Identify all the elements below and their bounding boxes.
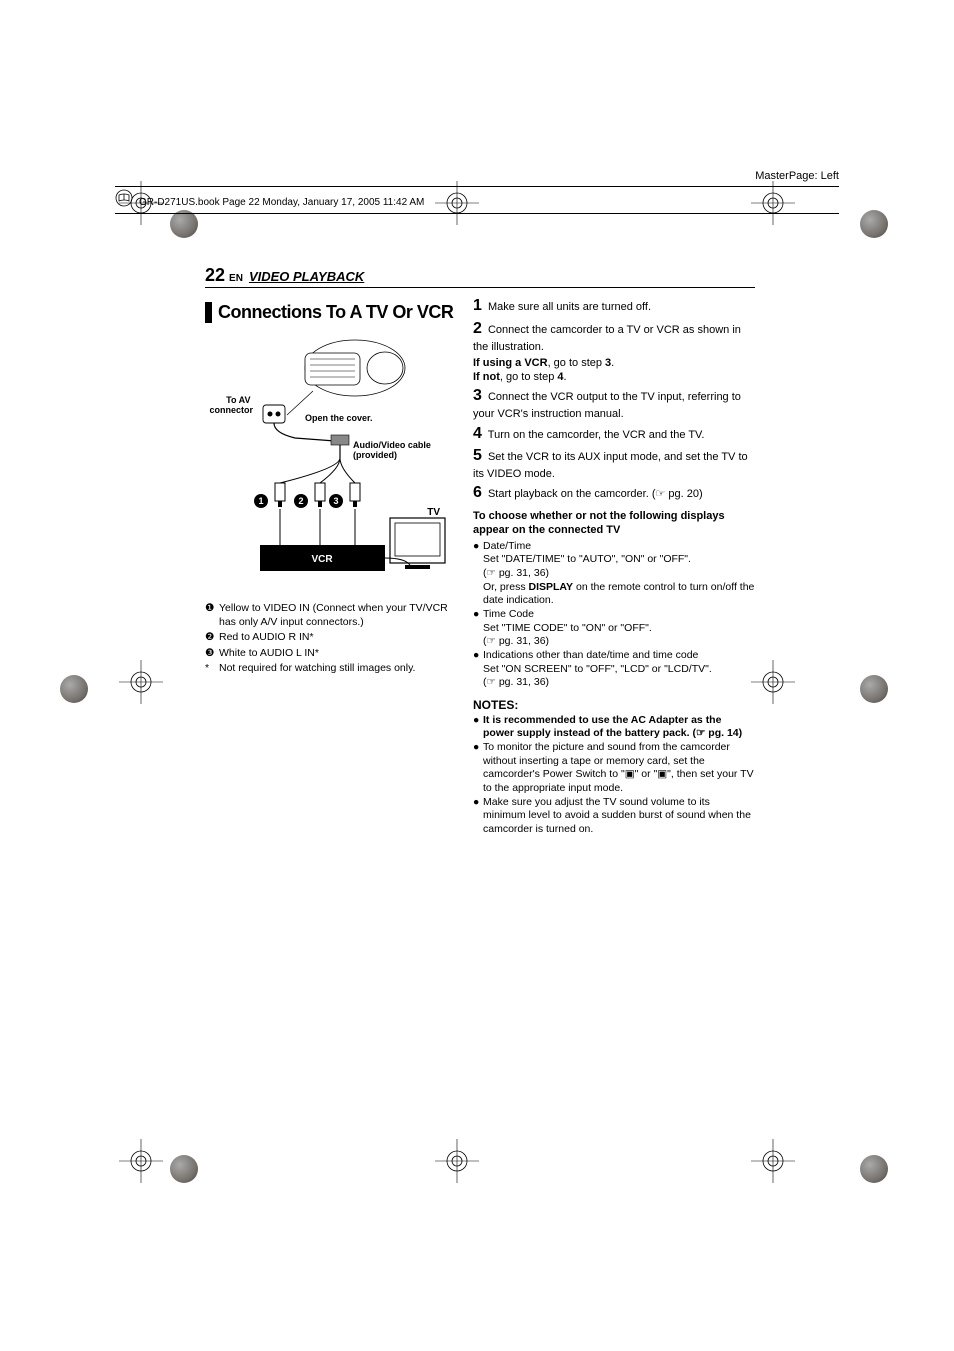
bullet-item: ●Date/Time [473,540,755,554]
svg-text:3: 3 [333,496,338,506]
bullet-line: (☞ pg. 31, 36) [473,567,755,581]
label-to-av: To AV connector [209,395,253,415]
diagram-footnotes: ❶Yellow to VIDEO IN (Connect when your T… [205,601,455,675]
step: 2 Connect the camcorder to a TV or VCR a… [473,319,755,354]
step: 5 Set the VCR to its AUX input mode, and… [473,446,755,481]
color-patch-icon [170,1155,198,1183]
svg-text:2: 2 [298,496,303,506]
section-header: 22 EN VIDEO PLAYBACK [205,265,755,288]
svg-text:VCR: VCR [311,554,333,565]
page-content: 22 EN VIDEO PLAYBACK Connections To A TV… [205,265,755,837]
bullet-line: (☞ pg. 31, 36) [473,635,755,649]
svg-text:1: 1 [258,496,263,506]
plug-1 [275,483,285,507]
notes-heading: NOTES: [473,698,755,712]
step: 3 Connect the VCR output to the TV input… [473,386,755,421]
label-av-cable: Audio/Video cable (provided) [353,440,433,460]
left-column: Connections To A TV Or VCR [205,296,455,837]
page-lang: EN [229,273,243,284]
branch-text: If using a VCR, go to step 3. If not, go… [473,356,755,385]
registration-mark-icon [119,1139,163,1183]
bullet-line: Set "ON SCREEN" to "OFF", "LCD" or "LCD/… [473,663,755,677]
section-title: VIDEO PLAYBACK [249,269,364,284]
page-title: Connections To A TV Or VCR [205,302,455,323]
book-line: GR-D271US.book Page 22 Monday, January 1… [139,197,424,208]
tv-display-heading: To choose whether or not the following d… [473,510,755,538]
bullet-line: Or, press DISPLAY on the remote control … [473,581,755,608]
page-number: 22 [205,265,225,286]
tv-display-items: ●Date/TimeSet "DATE/TIME" to "AUTO", "ON… [473,540,755,690]
masterpage-label: MasterPage: Left [115,170,839,182]
step: 4 Turn on the camcorder, the VCR and the… [473,424,755,445]
svg-text:TV: TV [427,507,440,518]
notes-items: ●It is recommended to use the AC Adapter… [473,714,755,837]
note-item: ●Make sure you adjust the TV sound volum… [473,796,755,837]
color-patch-icon [860,1155,888,1183]
registration-mark-icon [435,1139,479,1183]
bullet-line: Set "TIME CODE" to "ON" or "OFF". [473,622,755,636]
plug-2 [315,483,325,507]
footnote-row: ❶Yellow to VIDEO IN (Connect when your T… [205,601,455,629]
registration-mark-icon [751,660,795,704]
plug-3 [350,483,360,507]
header-rule: GR-D271US.book Page 22 Monday, January 1… [115,186,839,214]
footnote-row: *Not required for watching still images … [205,661,455,675]
book-icon [115,189,133,210]
camcorder-icon [305,340,405,396]
note-item: ●It is recommended to use the AC Adapter… [473,714,755,741]
bullet-item: ●Time Code [473,608,755,622]
step: 1 Make sure all units are turned off. [473,296,755,317]
right-column: 1 Make sure all units are turned off.2 C… [473,296,755,837]
step: 6 Start playback on the camcorder. (☞ pg… [473,483,755,504]
registration-mark-icon [751,1139,795,1183]
bullet-item: ●Indications other than date/time and ti… [473,649,755,663]
connection-diagram: To AV connector Open the cover. Audio/Vi… [205,333,455,593]
bullet-line: (☞ pg. 31, 36) [473,676,755,690]
registration-mark-icon [119,660,163,704]
bullet-line: Set "DATE/TIME" to "AUTO", "ON" or "OFF"… [473,553,755,567]
color-patch-icon [860,675,888,703]
footnote-row: ❸White to AUDIO L IN* [205,646,455,660]
color-patch-icon [860,210,888,238]
note-item: ●To monitor the picture and sound from t… [473,741,755,796]
label-open-cover: Open the cover. [305,413,373,423]
footnote-row: ❷Red to AUDIO R IN* [205,630,455,644]
page-frame: MasterPage: Left GR-D271US.book Page 22 … [115,170,839,244]
color-patch-icon [60,675,88,703]
